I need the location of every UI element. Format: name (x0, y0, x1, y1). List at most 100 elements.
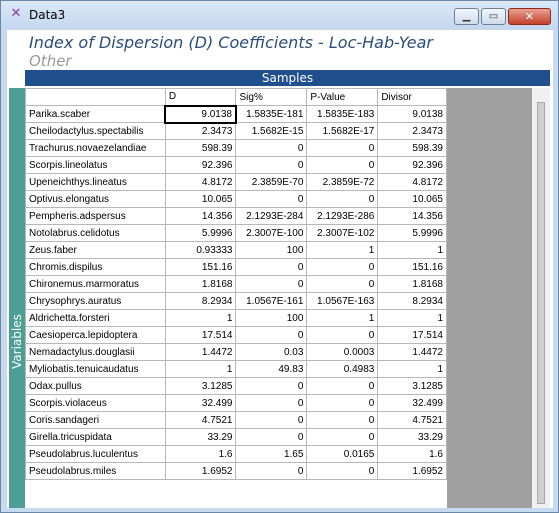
cell-d[interactable]: 32.499 (164, 394, 237, 412)
cell-sig[interactable]: 100 (235, 241, 308, 259)
cell-d[interactable]: 4.7521 (164, 411, 237, 429)
cell-pvalue[interactable]: 1.5682E-17 (306, 122, 379, 140)
cell-sig[interactable]: 0 (235, 156, 308, 174)
cell-pvalue[interactable]: 0 (306, 394, 379, 412)
row-label[interactable]: Chrysophrys.auratus (25, 292, 166, 310)
cell-pvalue[interactable]: 0 (306, 462, 379, 480)
cell-sig[interactable]: 0 (235, 258, 308, 276)
cell-pvalue[interactable]: 0.4983 (306, 360, 379, 378)
cell-d[interactable]: 10.065 (164, 190, 237, 208)
cell-d[interactable]: 2.3473 (164, 122, 237, 140)
cell-divisor[interactable]: 33.29 (377, 428, 447, 446)
row-label[interactable]: Pempheris.adspersus (25, 207, 166, 225)
cell-pvalue[interactable]: 0 (306, 139, 379, 157)
column-header-divisor[interactable]: Divisor (377, 88, 447, 106)
cell-sig[interactable]: 0 (235, 428, 308, 446)
cell-pvalue[interactable]: 0.0003 (306, 343, 379, 361)
cell-pvalue[interactable]: 0 (306, 156, 379, 174)
close-button[interactable]: ✕ (508, 8, 551, 25)
cell-divisor[interactable]: 1 (377, 241, 447, 259)
cell-d[interactable]: 0.93333 (164, 241, 237, 259)
cell-divisor[interactable]: 1.8168 (377, 275, 447, 293)
row-label[interactable]: Girella.tricuspidata (25, 428, 166, 446)
cell-pvalue[interactable]: 0 (306, 377, 379, 395)
cell-sig[interactable]: 1.65 (235, 445, 308, 463)
cell-d[interactable]: 92.396 (164, 156, 237, 174)
row-label[interactable]: Scorpis.lineolatus (25, 156, 166, 174)
cell-pvalue[interactable]: 2.1293E-286 (306, 207, 379, 225)
cell-pvalue[interactable]: 0 (306, 428, 379, 446)
cell-pvalue[interactable]: 2.3007E-102 (306, 224, 379, 242)
column-header-sig[interactable]: Sig% (235, 88, 308, 106)
cell-pvalue[interactable]: 1 (306, 241, 379, 259)
cell-sig[interactable]: 0 (235, 275, 308, 293)
row-label[interactable]: Cheilodactylus.spectabilis (25, 122, 166, 140)
cell-d[interactable]: 17.514 (164, 326, 237, 344)
cell-divisor[interactable]: 92.396 (377, 156, 447, 174)
cell-d[interactable]: 1 (164, 360, 237, 378)
column-header-d[interactable]: D (164, 88, 237, 106)
cell-d[interactable]: 1.8168 (164, 275, 237, 293)
cell-d[interactable]: 8.2934 (164, 292, 237, 310)
cell-pvalue[interactable]: 0 (306, 326, 379, 344)
cell-divisor[interactable]: 1 (377, 360, 447, 378)
cell-d[interactable]: 4.8172 (164, 173, 237, 191)
cell-divisor[interactable]: 1.4472 (377, 343, 447, 361)
row-label[interactable]: Myliobatis.tenuicaudatus (25, 360, 166, 378)
cell-d[interactable]: 5.9996 (164, 224, 237, 242)
cell-sig[interactable]: 2.3007E-100 (235, 224, 308, 242)
row-label[interactable]: Optivus.elongatus (25, 190, 166, 208)
cell-sig[interactable]: 0 (235, 326, 308, 344)
cell-divisor[interactable]: 598.39 (377, 139, 447, 157)
cell-sig[interactable]: 1.0567E-161 (235, 292, 308, 310)
cell-pvalue[interactable]: 0.0165 (306, 445, 379, 463)
cell-sig[interactable]: 1.5682E-15 (235, 122, 308, 140)
row-label[interactable]: Coris.sandageri (25, 411, 166, 429)
cell-sig[interactable]: 1.5835E-181 (235, 105, 308, 123)
cell-pvalue[interactable]: 1.5835E-183 (306, 105, 379, 123)
row-label[interactable]: Pseudolabrus.luculentus (25, 445, 166, 463)
row-label[interactable]: Aldrichetta.forsteri (25, 309, 166, 327)
cell-d[interactable]: 14.356 (164, 207, 237, 225)
cell-pvalue[interactable]: 1.0567E-163 (306, 292, 379, 310)
row-label[interactable]: Parika.scaber (25, 105, 166, 123)
row-label[interactable]: Zeus.faber (25, 241, 166, 259)
cell-d[interactable]: 1.4472 (164, 343, 237, 361)
cell-divisor[interactable]: 32.499 (377, 394, 447, 412)
cell-divisor[interactable]: 10.065 (377, 190, 447, 208)
cell-d[interactable]: 1 (164, 309, 237, 327)
column-header-pvalue[interactable]: P-Value (306, 88, 379, 106)
row-label[interactable]: Chironemus.marmoratus (25, 275, 166, 293)
scrollbar-thumb[interactable] (537, 102, 545, 504)
cell-pvalue[interactable]: 2.3859E-72 (306, 173, 379, 191)
cell-d[interactable]: 33.29 (164, 428, 237, 446)
cell-divisor[interactable]: 1 (377, 309, 447, 327)
cell-d[interactable]: 3.1285 (164, 377, 237, 395)
cell-sig[interactable]: 0 (235, 411, 308, 429)
row-label[interactable]: Odax.pullus (25, 377, 166, 395)
cell-d[interactable]: 151.16 (164, 258, 237, 276)
row-label[interactable]: Caesioperca.lepidoptera (25, 326, 166, 344)
cell-divisor[interactable]: 3.1285 (377, 377, 447, 395)
cell-d[interactable]: 1.6952 (164, 462, 237, 480)
cell-divisor[interactable]: 2.3473 (377, 122, 447, 140)
cell-divisor[interactable]: 1.6952 (377, 462, 447, 480)
cell-sig[interactable]: 49.83 (235, 360, 308, 378)
cell-pvalue[interactable]: 0 (306, 258, 379, 276)
cell-pvalue[interactable]: 0 (306, 190, 379, 208)
cell-sig[interactable]: 2.3859E-70 (235, 173, 308, 191)
cell-pvalue[interactable]: 0 (306, 275, 379, 293)
cell-sig[interactable]: 0 (235, 462, 308, 480)
row-label[interactable]: Notolabrus.celidotus (25, 224, 166, 242)
cell-sig[interactable]: 0.03 (235, 343, 308, 361)
title-bar[interactable]: ✕ Data3 ▁ ▭ ✕ (1, 1, 558, 29)
row-label[interactable]: Trachurus.novaezelandiae (25, 139, 166, 157)
cell-divisor[interactable]: 14.356 (377, 207, 447, 225)
row-label[interactable]: Chromis.dispilus (25, 258, 166, 276)
cell-pvalue[interactable]: 1 (306, 309, 379, 327)
cell-d[interactable]: 598.39 (164, 139, 237, 157)
cell-d[interactable]: 1.6 (164, 445, 237, 463)
cell-divisor[interactable]: 4.7521 (377, 411, 447, 429)
cell-divisor[interactable]: 9.0138 (377, 105, 447, 123)
cell-sig[interactable]: 0 (235, 139, 308, 157)
